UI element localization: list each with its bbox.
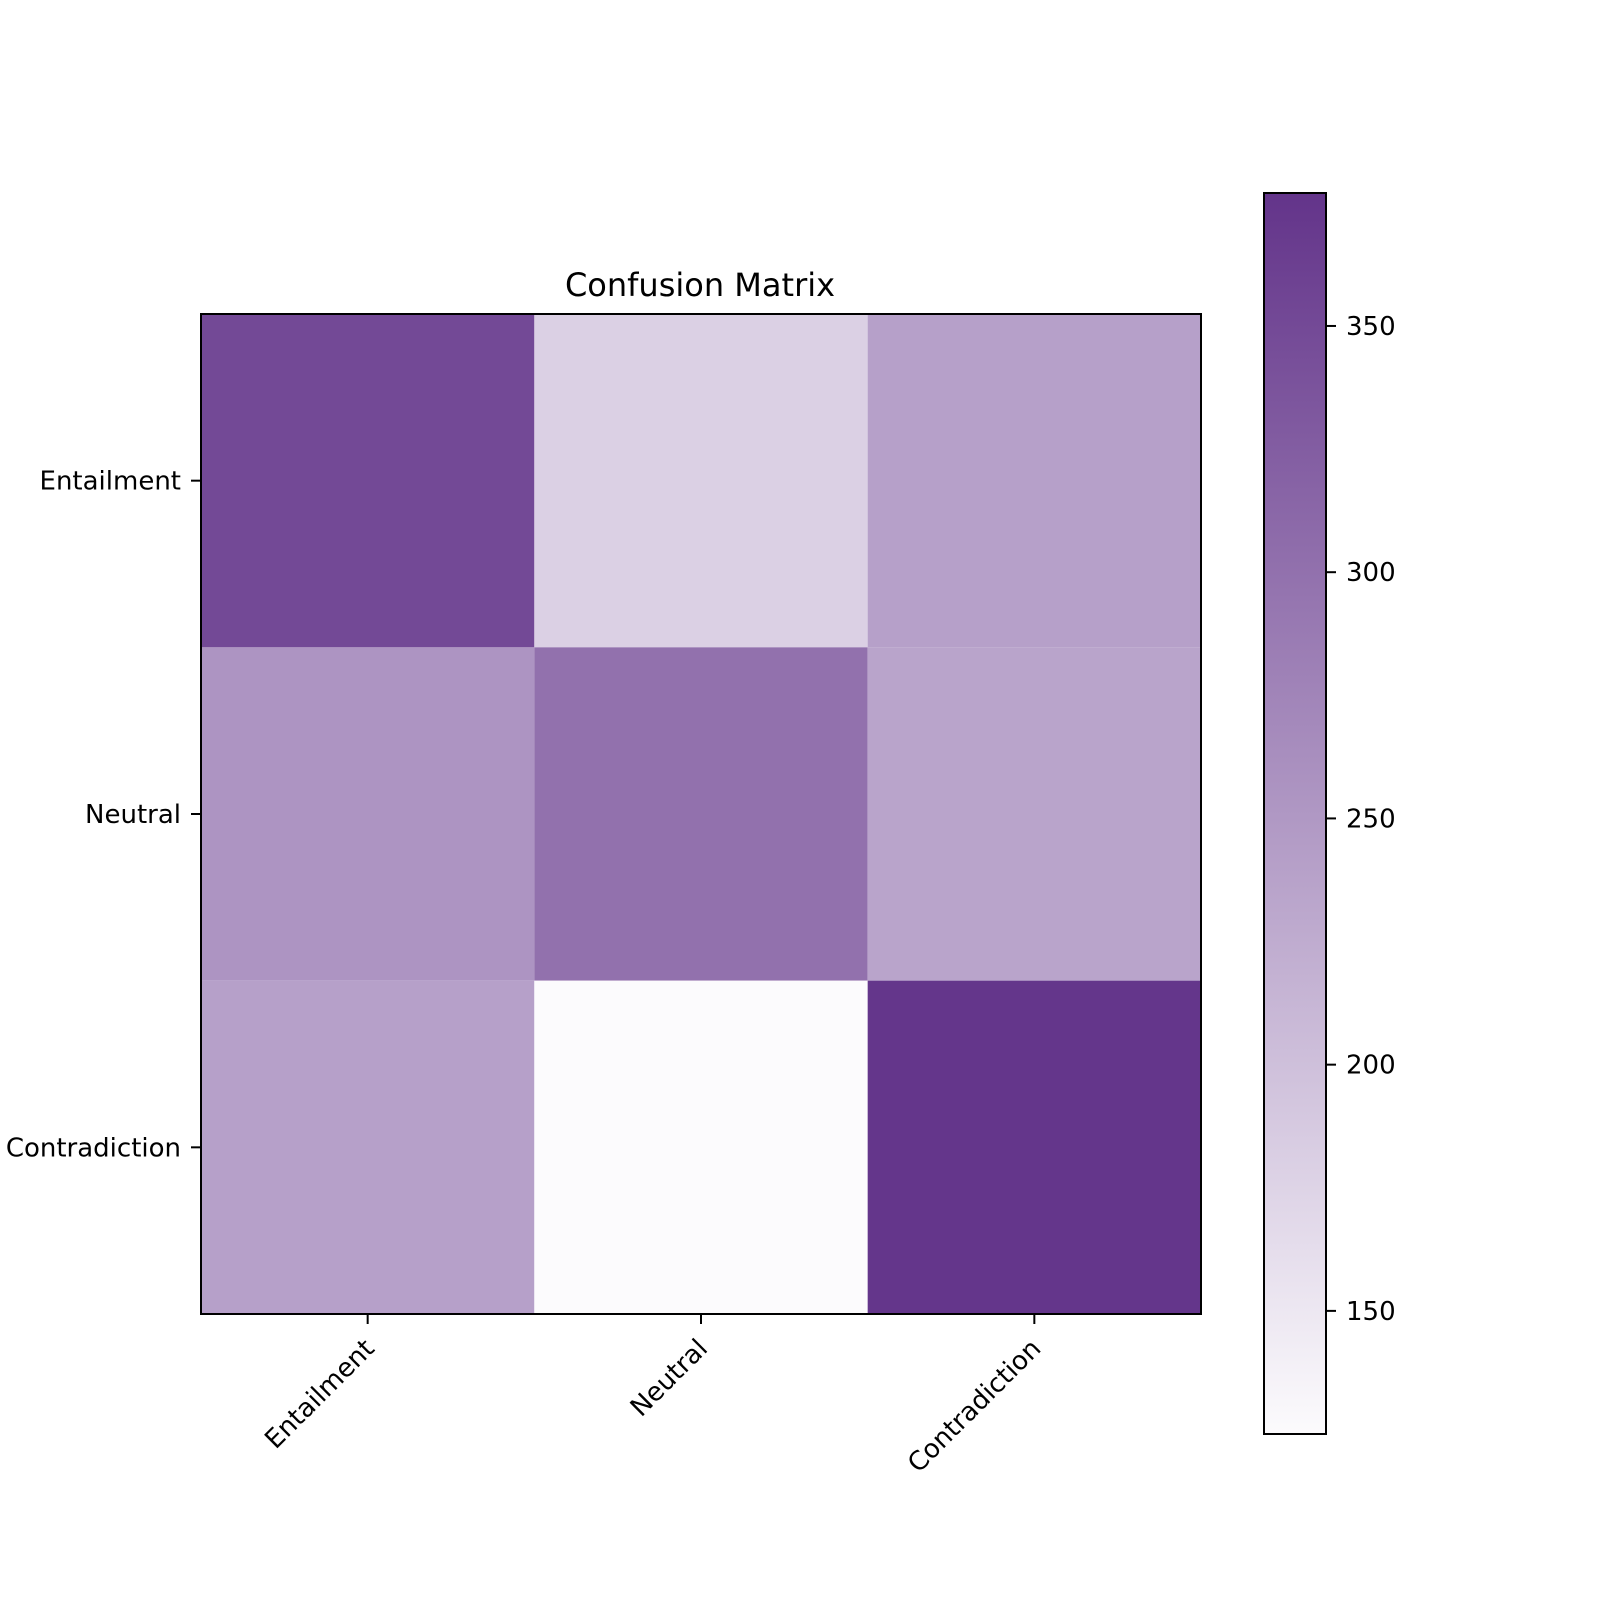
y-tick-label: Entailment (40, 467, 181, 497)
colorbar-tick-label: 350 (1346, 312, 1396, 342)
colorbar-tick-label: 250 (1346, 804, 1396, 834)
heatmap-cell-2-1 (534, 980, 868, 1314)
heatmap-cell-0-2 (867, 314, 1201, 648)
heatmap-cells (201, 314, 1201, 1314)
chart-title: Confusion Matrix (565, 266, 835, 304)
colorbar-tick-label: 150 (1346, 1297, 1396, 1327)
x-tick-label: Entailment (259, 1334, 380, 1455)
colorbar-ticks: 150 200 250 300 350 (1326, 312, 1396, 1327)
colorbar-tick-label: 200 (1346, 1051, 1396, 1081)
heatmap-cell-2-0 (201, 980, 535, 1314)
heatmap-cell-1-1 (534, 647, 868, 981)
x-tick-label: Neutral (625, 1334, 714, 1423)
y-tick-label: Contradiction (6, 1133, 181, 1163)
heatmap-cell-2-2 (867, 980, 1201, 1314)
y-axis-ticks: Entailment Neutral Contradiction (6, 467, 201, 1163)
x-axis-ticks: Entailment Neutral Contradiction (259, 1314, 1047, 1479)
x-tick-label: Contradiction (902, 1334, 1047, 1479)
heatmap-cell-1-0 (201, 647, 535, 981)
heatmap-cell-0-0 (201, 314, 535, 648)
heatmap-cell-1-2 (867, 647, 1201, 981)
colorbar (1263, 192, 1327, 1435)
colorbar-tick-label: 300 (1346, 558, 1396, 588)
y-tick-label: Neutral (85, 800, 181, 830)
heatmap-cell-0-1 (534, 314, 868, 648)
